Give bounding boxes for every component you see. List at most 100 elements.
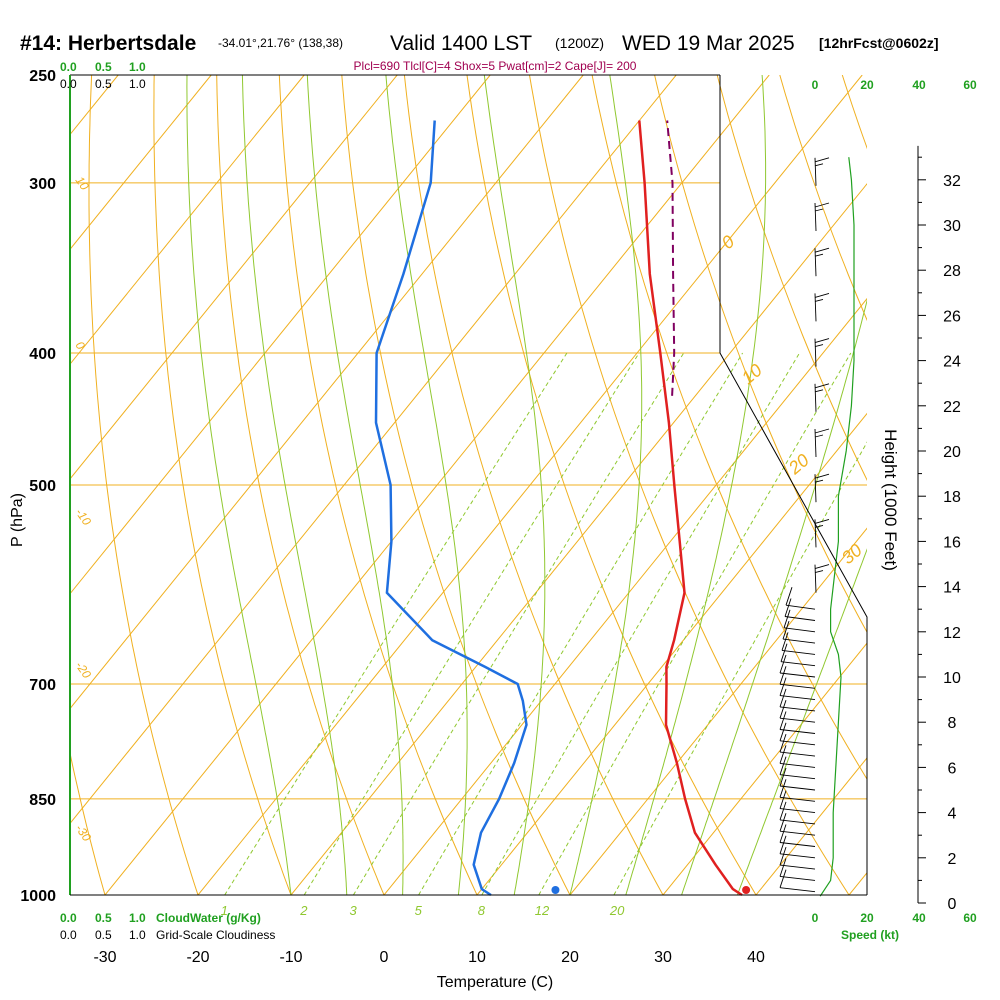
bottom-cloudwater-0: 0.0 bbox=[60, 911, 77, 925]
station-coords: -34.01°,21.76° (138,38) bbox=[218, 36, 343, 50]
wind-barb-flag bbox=[783, 609, 791, 628]
isotherm-line bbox=[70, 75, 677, 825]
dry-adiabat bbox=[0, 75, 12, 895]
wind-barb-flag bbox=[779, 813, 787, 832]
wind-barb-flag bbox=[779, 733, 787, 753]
isotherm-line bbox=[290, 183, 867, 895]
isotherm-line bbox=[197, 75, 863, 895]
height-tick-label: 16 bbox=[943, 534, 961, 551]
mixing-ratio-line bbox=[418, 352, 744, 895]
mixing-ratio-line bbox=[303, 352, 640, 895]
mixing-ratio-line bbox=[538, 352, 852, 895]
wind-barb-flag bbox=[814, 338, 830, 344]
dry-adiabat bbox=[278, 75, 478, 895]
wind-barb-shaft bbox=[779, 751, 816, 757]
pressure-tick-label: 1000 bbox=[20, 888, 56, 905]
wind-barb-flag bbox=[814, 292, 830, 298]
mixing-ratio-line bbox=[613, 441, 867, 895]
moist-adiabat bbox=[736, 548, 867, 895]
speed-top-1: 20 bbox=[860, 78, 874, 92]
bottom-cloudiness-2: 1.0 bbox=[129, 928, 146, 942]
mixing-ratio-line bbox=[224, 352, 568, 895]
isotherm-line bbox=[70, 75, 398, 480]
temperature-tick-label: -30 bbox=[93, 949, 116, 966]
temperature-tick-label: 40 bbox=[747, 949, 765, 966]
plot-frame-right bbox=[719, 75, 868, 895]
height-tick-label: 32 bbox=[943, 173, 961, 190]
valid-time: Valid 1400 LST bbox=[390, 32, 532, 55]
wind-barb-shaft bbox=[779, 695, 816, 701]
dry-adiabat bbox=[967, 75, 1000, 895]
isotherm-line bbox=[0, 75, 25, 895]
dry-adiabat bbox=[779, 75, 867, 322]
y-axis-title: P (hPa) bbox=[9, 493, 26, 547]
bottom-cloudwater-1: 0.5 bbox=[95, 911, 112, 925]
wind-barb-flag bbox=[814, 428, 830, 434]
wind-barb-flag bbox=[814, 524, 824, 528]
dry-adiabat bbox=[88, 75, 199, 895]
pressure-tick-label: 500 bbox=[29, 478, 56, 495]
mixing-ratio-label: 3 bbox=[349, 903, 357, 918]
temperature-tick-label: -10 bbox=[279, 949, 302, 966]
wind-barb-flag bbox=[814, 564, 830, 570]
speed-bottom-2: 40 bbox=[912, 911, 926, 925]
moist-adiabat bbox=[569, 75, 643, 895]
isotherm-label: 10 bbox=[738, 360, 766, 388]
mixing-ratio-label: 1 bbox=[221, 903, 228, 918]
wind-barb-shaft bbox=[779, 785, 816, 791]
top-cloudwater-2: 1.0 bbox=[129, 60, 146, 74]
wind-barb-shaft bbox=[779, 774, 816, 780]
wind-barb-flag bbox=[814, 383, 830, 389]
dry-adiabat bbox=[70, 750, 106, 895]
wind-barb-flag bbox=[779, 846, 787, 866]
wind-barb-flag bbox=[814, 247, 830, 253]
height-tick-label: 14 bbox=[943, 580, 961, 597]
pressure-tick-label: 250 bbox=[29, 68, 56, 85]
pressure-tick-label: 850 bbox=[29, 792, 56, 809]
wind-barb-flag bbox=[779, 745, 787, 764]
pressure-tick-label: 300 bbox=[29, 176, 56, 193]
wind-barb-shaft bbox=[814, 338, 817, 367]
isotherm-line bbox=[104, 75, 770, 895]
moist-adiabat bbox=[186, 75, 292, 895]
top-cloudwater-1: 0.5 bbox=[95, 60, 112, 74]
wind-barb-shaft bbox=[779, 853, 816, 859]
temperature-tick-label: 0 bbox=[380, 949, 389, 966]
wind-barb-shaft bbox=[784, 616, 816, 621]
mixing-ratio-line bbox=[352, 352, 685, 895]
wind-barb-flag bbox=[779, 801, 787, 821]
wind-barb-shaft bbox=[779, 819, 816, 825]
wind-barb-flag bbox=[779, 790, 787, 809]
height-tick-label: 18 bbox=[943, 489, 961, 506]
wind-barb-shaft bbox=[779, 762, 816, 768]
height-tick-label: 30 bbox=[943, 218, 961, 235]
wind-barb-flag bbox=[814, 208, 824, 212]
wind-barb-shaft bbox=[779, 683, 816, 689]
isotherm-line bbox=[848, 871, 867, 895]
bottom-cloudiness-0: 0.0 bbox=[60, 928, 77, 942]
wind-barb-shaft bbox=[785, 604, 816, 610]
axes: 1 2 3 5 8 12 20100-10-20-300102030250300400500… bbox=[20, 68, 961, 966]
wind-barb-shaft bbox=[779, 842, 816, 847]
wind-barb-shaft bbox=[779, 796, 816, 802]
wind-barb-flag bbox=[779, 722, 787, 741]
bottom-scales: 0.0 0.5 1.0 CloudWater (g/Kg) 0.0 0.5 1.… bbox=[60, 911, 977, 942]
wind-barb-flag bbox=[814, 298, 824, 302]
wind-barb-shaft bbox=[779, 875, 816, 881]
isotherm-label: -20 bbox=[73, 659, 95, 682]
wind-barb-flag bbox=[779, 767, 787, 787]
wind-barb-flag bbox=[814, 570, 824, 574]
speed-axis-label: Speed (kt) bbox=[841, 928, 899, 942]
surface-dewpt-dot bbox=[551, 886, 560, 894]
top-cloudwater-0: 0.0 bbox=[60, 60, 77, 74]
forecast-label: [12hrFcst@0602z] bbox=[819, 35, 938, 51]
top-scales: 0.0 0.5 1.0 0.0 0.5 1.0 0 20 40 60 bbox=[60, 60, 977, 92]
wind-barb-shaft bbox=[814, 383, 817, 412]
moist-adiabat bbox=[483, 75, 546, 895]
isotherm-line bbox=[476, 412, 867, 895]
wind-barb-flag bbox=[779, 824, 787, 843]
wind-barb-flag bbox=[779, 756, 787, 775]
wind-barb-flag bbox=[814, 157, 830, 163]
top-cloudiness-1: 0.5 bbox=[95, 77, 112, 91]
